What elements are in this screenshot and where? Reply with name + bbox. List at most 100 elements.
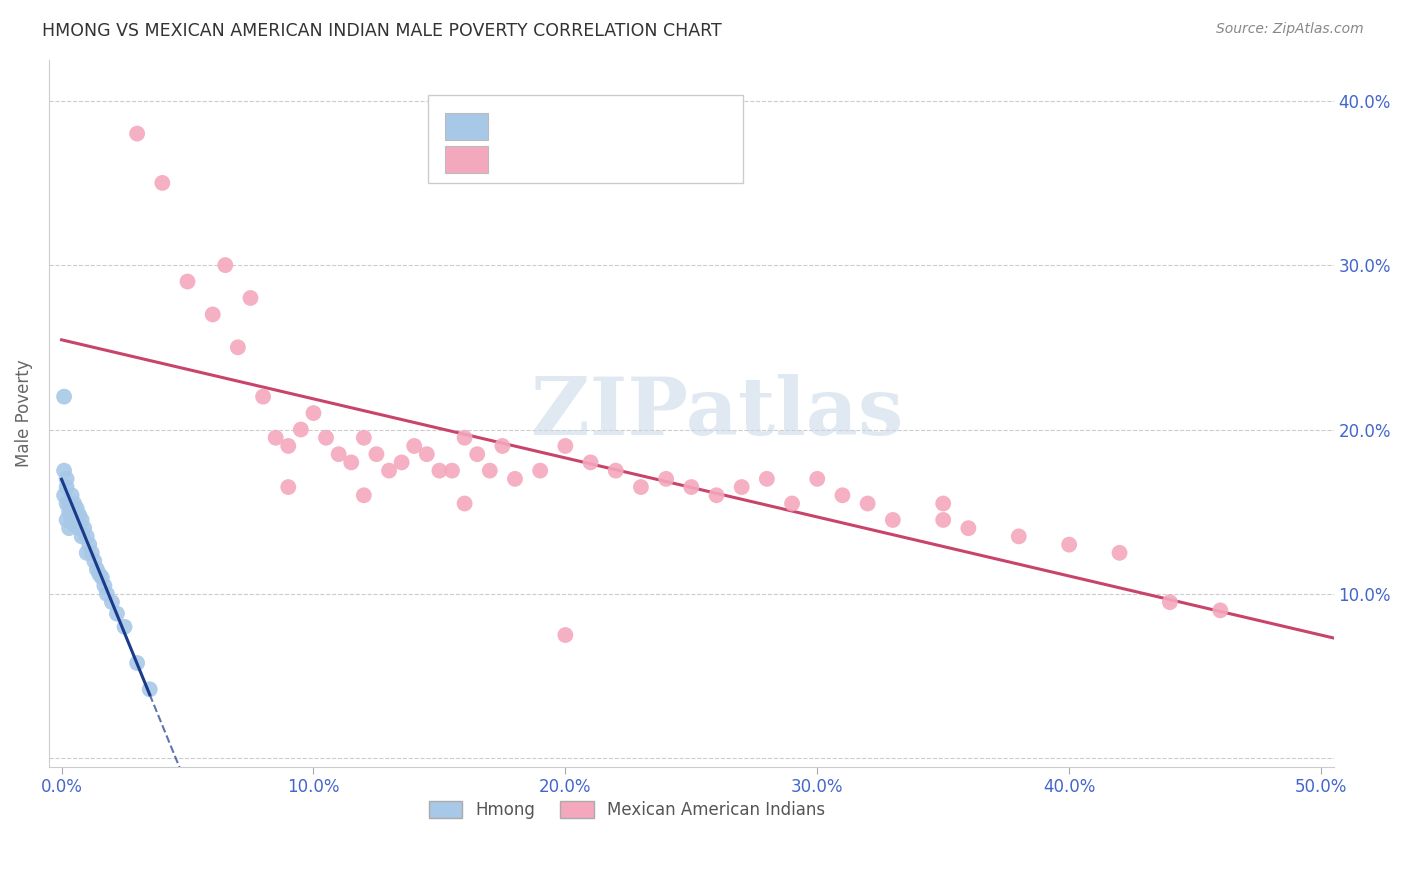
Point xyxy=(932,496,955,510)
Point xyxy=(53,488,76,502)
Point xyxy=(86,562,108,576)
Point xyxy=(176,275,198,289)
Point xyxy=(76,546,98,560)
Text: N = 55: N = 55 xyxy=(633,150,695,169)
Point xyxy=(58,521,80,535)
Point xyxy=(957,521,980,535)
Point xyxy=(127,127,149,141)
Point xyxy=(453,496,475,510)
Point xyxy=(55,513,77,527)
Point xyxy=(93,579,115,593)
Point xyxy=(1159,595,1181,609)
Point xyxy=(63,517,86,532)
Point xyxy=(226,340,249,354)
Point xyxy=(416,447,439,461)
Point xyxy=(63,496,86,510)
Point xyxy=(150,176,173,190)
Point xyxy=(554,439,576,453)
Point xyxy=(76,529,98,543)
Point xyxy=(63,508,86,522)
Point xyxy=(66,501,89,516)
Text: R =  0.062: R = 0.062 xyxy=(503,150,592,169)
Point xyxy=(1209,603,1232,617)
Point xyxy=(353,488,375,502)
Point xyxy=(80,546,103,560)
Point xyxy=(264,431,287,445)
Point xyxy=(1008,529,1031,543)
Legend: Hmong, Mexican American Indians: Hmong, Mexican American Indians xyxy=(422,794,832,825)
Point xyxy=(55,472,77,486)
Point xyxy=(856,496,879,510)
Point xyxy=(302,406,325,420)
Point xyxy=(290,423,312,437)
Point xyxy=(58,505,80,519)
Point xyxy=(67,508,90,522)
Point xyxy=(806,472,828,486)
Point xyxy=(429,464,451,478)
Point xyxy=(340,455,363,469)
Point xyxy=(503,472,526,486)
Text: Source: ZipAtlas.com: Source: ZipAtlas.com xyxy=(1216,22,1364,37)
Point xyxy=(105,607,128,621)
Point xyxy=(755,472,778,486)
Point xyxy=(55,496,77,510)
Point xyxy=(127,656,149,670)
Point xyxy=(67,521,90,535)
Point xyxy=(201,308,224,322)
Point xyxy=(780,496,803,510)
Point xyxy=(252,390,274,404)
Point xyxy=(60,513,83,527)
Point xyxy=(1108,546,1130,560)
Point xyxy=(73,521,96,535)
Point xyxy=(60,488,83,502)
Point xyxy=(478,464,501,478)
Point xyxy=(214,258,236,272)
Point xyxy=(579,455,602,469)
FancyBboxPatch shape xyxy=(444,146,488,173)
Text: HMONG VS MEXICAN AMERICAN INDIAN MALE POVERTY CORRELATION CHART: HMONG VS MEXICAN AMERICAN INDIAN MALE PO… xyxy=(42,22,721,40)
Point xyxy=(96,587,118,601)
Point xyxy=(378,464,401,478)
Point xyxy=(681,480,703,494)
Point xyxy=(315,431,337,445)
Point xyxy=(53,390,76,404)
Point xyxy=(491,439,513,453)
Point xyxy=(58,496,80,510)
Point xyxy=(655,472,678,486)
Text: N = 38: N = 38 xyxy=(633,118,695,136)
Point xyxy=(465,447,488,461)
Point xyxy=(277,439,299,453)
Point xyxy=(239,291,262,305)
Y-axis label: Male Poverty: Male Poverty xyxy=(15,359,32,467)
Point xyxy=(55,480,77,494)
Point xyxy=(366,447,388,461)
Point xyxy=(706,488,728,502)
Point xyxy=(328,447,350,461)
Point xyxy=(554,628,576,642)
Point xyxy=(77,538,100,552)
Point xyxy=(83,554,105,568)
Point xyxy=(89,567,111,582)
Point xyxy=(453,431,475,445)
Point xyxy=(630,480,652,494)
Point xyxy=(932,513,955,527)
Point xyxy=(114,620,136,634)
Point xyxy=(882,513,904,527)
FancyBboxPatch shape xyxy=(444,113,488,140)
Point xyxy=(60,505,83,519)
Point xyxy=(831,488,853,502)
Point xyxy=(1057,538,1080,552)
Point xyxy=(66,513,89,527)
Point xyxy=(353,431,375,445)
Point xyxy=(731,480,754,494)
Point xyxy=(53,464,76,478)
Point xyxy=(529,464,551,478)
Point xyxy=(391,455,413,469)
Point xyxy=(138,682,160,697)
Text: ZIPatlas: ZIPatlas xyxy=(531,374,903,452)
Text: R = -0.484: R = -0.484 xyxy=(503,118,593,136)
FancyBboxPatch shape xyxy=(427,95,742,184)
Point xyxy=(277,480,299,494)
Point xyxy=(70,529,93,543)
Point xyxy=(90,570,112,584)
